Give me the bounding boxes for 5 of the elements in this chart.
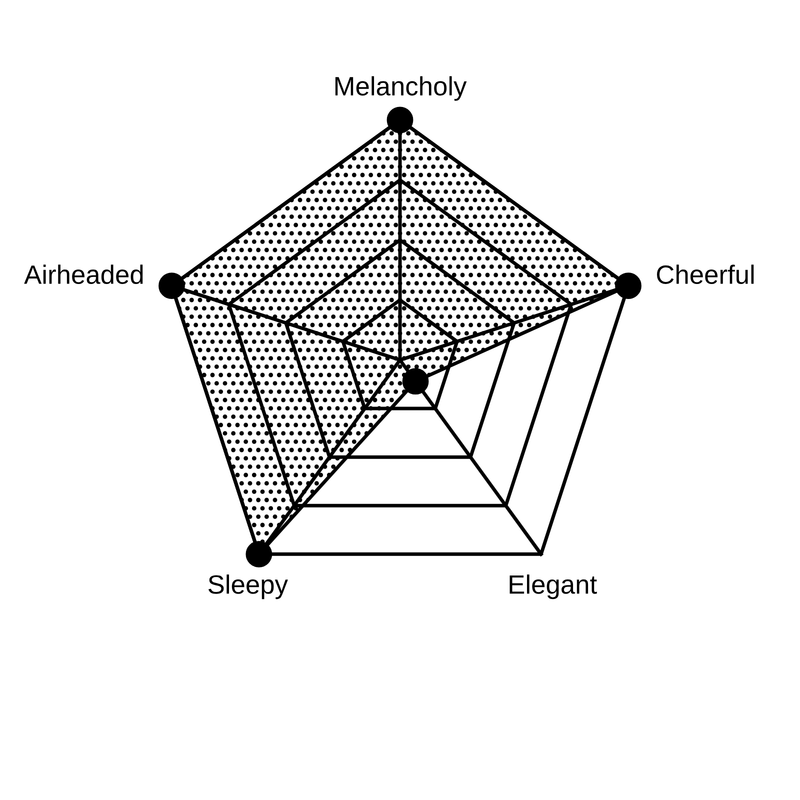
spoke-label: Elegant (510, 574, 597, 600)
spoke-label: Sleepy (208, 574, 288, 600)
spoke-label: Airheaded (24, 264, 143, 284)
spoke-label: Cheerful (656, 264, 754, 284)
spoke-label: Melancholy (335, 76, 467, 101)
